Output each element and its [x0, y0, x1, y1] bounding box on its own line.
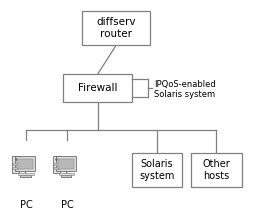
FancyBboxPatch shape [63, 74, 132, 102]
FancyBboxPatch shape [54, 167, 59, 169]
FancyBboxPatch shape [60, 175, 72, 177]
FancyBboxPatch shape [191, 153, 242, 186]
Text: Other
hosts: Other hosts [202, 159, 230, 181]
Text: Firewall: Firewall [78, 83, 117, 93]
FancyBboxPatch shape [20, 175, 31, 177]
Text: Solaris
system: Solaris system [139, 159, 175, 181]
FancyBboxPatch shape [13, 167, 18, 169]
Text: diffserv
router: diffserv router [96, 17, 136, 39]
Text: IPQoS-enabled
Solaris system: IPQoS-enabled Solaris system [154, 80, 216, 99]
Text: PC: PC [20, 200, 33, 210]
Text: PC: PC [61, 200, 74, 210]
FancyBboxPatch shape [56, 156, 76, 171]
FancyBboxPatch shape [132, 153, 182, 186]
FancyBboxPatch shape [54, 163, 59, 165]
FancyBboxPatch shape [53, 156, 60, 173]
FancyBboxPatch shape [15, 156, 35, 171]
FancyBboxPatch shape [17, 159, 33, 169]
FancyBboxPatch shape [59, 173, 74, 175]
FancyBboxPatch shape [58, 159, 74, 169]
FancyBboxPatch shape [18, 173, 34, 175]
FancyBboxPatch shape [13, 163, 18, 165]
FancyBboxPatch shape [12, 156, 19, 173]
FancyBboxPatch shape [82, 11, 150, 45]
